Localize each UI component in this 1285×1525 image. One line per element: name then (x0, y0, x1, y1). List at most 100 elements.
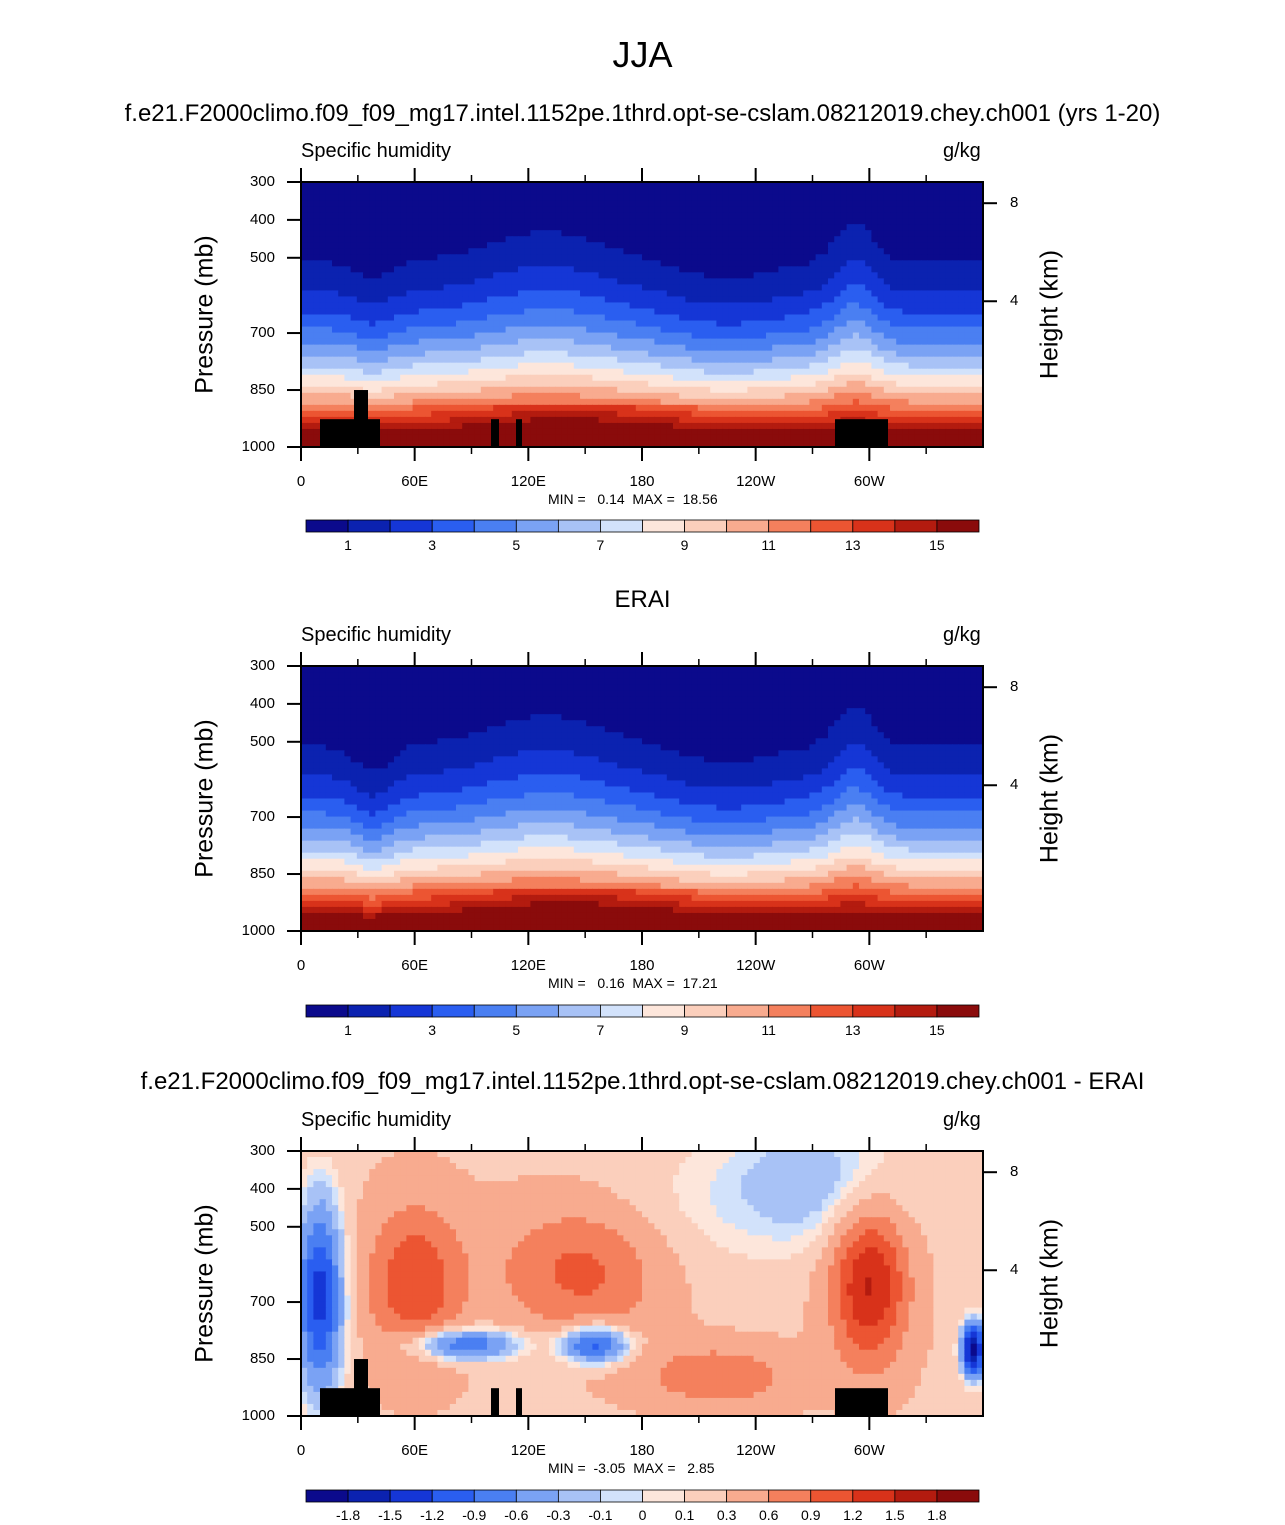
height-tick-label: 4 (1010, 292, 1019, 310)
colorbar-swatch (600, 1489, 643, 1503)
pressure-tick-label: 850 (249, 1350, 275, 1368)
y-axis-label-right: Height (km) (1035, 1218, 1064, 1348)
height-tick-label: 4 (1010, 776, 1019, 794)
colorbar-label: 3 (428, 1022, 437, 1038)
contour-field (301, 1151, 984, 1417)
colorbar-swatch (768, 519, 812, 533)
colorbar-label: -1.5 (378, 1507, 403, 1523)
colorbar-swatch (894, 1004, 938, 1018)
colorbar-swatch (810, 1004, 854, 1018)
colorbar-label: 5 (512, 537, 521, 553)
longitude-tick-label: 180 (629, 957, 655, 974)
topography-mask (320, 1359, 888, 1416)
colorbar-label: 9 (680, 1022, 689, 1038)
pressure-tick-label: 300 (249, 173, 275, 190)
colorbar-swatch (726, 1004, 770, 1018)
pressure-tick-label: 850 (249, 865, 275, 883)
colorbar-label: -0.3 (546, 1507, 571, 1523)
colorbar-label: 1 (344, 537, 352, 553)
panel-right-label: g/kg (943, 624, 981, 646)
longitude-tick-label: 120W (736, 1442, 776, 1459)
colorbar-swatch (600, 1004, 643, 1018)
colorbar-swatch (557, 1489, 601, 1503)
colorbar-swatch (768, 1489, 812, 1503)
colorbar-label: -0.1 (588, 1507, 613, 1523)
min-max-label: MIN = 0.14 MAX = 18.56 (548, 491, 718, 507)
colorbar (305, 1489, 980, 1503)
colorbar-swatch (347, 1004, 391, 1018)
colorbar-label: 1.2 (843, 1507, 863, 1523)
colorbar-swatch (557, 519, 601, 533)
panel-left-label: Specific humidity (301, 1109, 452, 1131)
pressure-tick-label: 1000 (241, 438, 275, 455)
height-tick-label: 8 (1010, 194, 1019, 212)
colorbar-swatch (305, 519, 349, 533)
panel-left-label: Specific humidity (301, 140, 452, 162)
colorbar (305, 1004, 980, 1018)
colorbar-label: 5 (512, 1022, 521, 1038)
longitude-tick-label: 120W (736, 957, 776, 974)
colorbar-swatch (431, 1004, 475, 1018)
colorbar-swatch (642, 1489, 685, 1503)
colorbar-swatch (642, 519, 685, 533)
panel-left-label: Specific humidity (301, 624, 452, 646)
longitude-tick-label: 180 (629, 473, 655, 490)
colorbar-swatch (810, 519, 854, 533)
pressure-tick-label: 850 (249, 381, 275, 399)
pressure-tick-label: 700 (249, 1293, 275, 1311)
y-axis-label-right: Height (km) (1035, 249, 1064, 379)
colorbar-swatch (852, 1489, 896, 1503)
colorbar-label: 13 (845, 1022, 861, 1038)
main-title: JJA (612, 34, 673, 75)
colorbar-label: 7 (596, 1022, 605, 1038)
colorbar-swatch (936, 1489, 980, 1503)
colorbar-label: 11 (761, 537, 776, 553)
colorbar-swatch (810, 1489, 854, 1503)
longitude-tick-label: 120E (510, 1442, 546, 1459)
colorbar-label: 13 (845, 537, 861, 553)
colorbar-swatch (684, 1489, 728, 1503)
colorbar-label: 15 (929, 1022, 945, 1038)
colorbar-label: 15 (929, 537, 945, 553)
colorbar (305, 519, 980, 533)
colorbar-label: 7 (596, 537, 605, 553)
longitude-tick-label: 60E (401, 957, 428, 974)
colorbar-swatch (347, 519, 391, 533)
colorbar-label: 0.9 (801, 1507, 821, 1523)
colorbar-label: -1.2 (420, 1507, 445, 1523)
colorbar-swatch (515, 519, 559, 533)
colorbar-label: -1.8 (336, 1507, 361, 1523)
pressure-tick-label: 500 (249, 732, 275, 750)
contour-field (301, 666, 984, 932)
colorbar-swatch (852, 519, 896, 533)
longitude-tick-label: 180 (629, 1442, 655, 1459)
longitude-tick-label: 120E (510, 957, 546, 974)
topography-mask (320, 390, 888, 447)
panel-heading: f.e21.F2000climo.f09_f09_mg17.intel.1152… (124, 100, 1161, 127)
colorbar-swatch (684, 1004, 728, 1018)
pressure-tick-label: 400 (249, 1179, 275, 1197)
longitude-tick-label: 0 (296, 1442, 306, 1459)
panel-2 (287, 652, 997, 1018)
colorbar-label: 0 (638, 1507, 647, 1523)
longitude-tick-label: 120E (510, 473, 546, 490)
longitude-tick-label: 60W (853, 1442, 885, 1459)
pressure-tick-label: 400 (249, 694, 275, 712)
colorbar-swatch (684, 519, 728, 533)
y-axis-label: Pressure (mb) (190, 1203, 219, 1363)
colorbar-swatch (768, 1004, 812, 1018)
min-max-label: MIN = 0.16 MAX = 17.21 (548, 975, 718, 991)
colorbar-swatch (389, 1489, 433, 1503)
colorbar-swatch (515, 1489, 559, 1503)
colorbar-swatch (389, 519, 433, 533)
y-axis-label: Pressure (mb) (190, 718, 219, 878)
pressure-tick-label: 700 (249, 808, 275, 826)
colorbar-swatch (515, 1004, 559, 1018)
contour-field (301, 182, 984, 448)
colorbar-label: -0.6 (504, 1507, 529, 1523)
panel-3 (287, 1137, 997, 1503)
colorbar-swatch (557, 1004, 601, 1018)
panel-1 (287, 168, 997, 533)
pressure-tick-label: 400 (249, 210, 275, 228)
